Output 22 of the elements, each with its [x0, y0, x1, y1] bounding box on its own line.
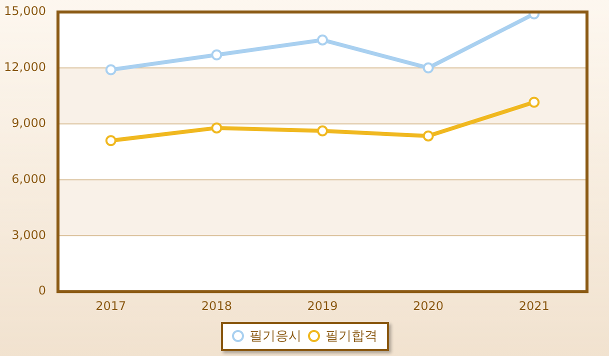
- y-tick-label: 3,000: [12, 228, 46, 242]
- legend-label: 필기응시: [250, 328, 302, 345]
- point: [422, 130, 434, 142]
- point: [105, 135, 116, 146]
- point: [105, 64, 116, 76]
- y-tick-label: 0: [38, 284, 46, 298]
- point: [528, 96, 540, 108]
- y-tick-label: 9,000: [12, 116, 46, 130]
- y-tick-label: 6,000: [12, 172, 46, 186]
- legend-label: 필기합격: [326, 328, 378, 345]
- x-tick-label: 2020: [413, 298, 444, 313]
- y-tick-label: 12,000: [4, 60, 46, 74]
- y-tick-label: 15,000: [4, 4, 46, 18]
- point: [211, 49, 222, 60]
- point: [422, 62, 434, 74]
- point: [316, 34, 328, 46]
- x-tick-label: 2021: [518, 298, 550, 313]
- point: [316, 125, 328, 136]
- point: [211, 122, 222, 134]
- x-tick-label: 2019: [307, 298, 338, 313]
- x-tick-label: 2017: [96, 298, 126, 313]
- x-tick-label: 2018: [201, 298, 232, 313]
